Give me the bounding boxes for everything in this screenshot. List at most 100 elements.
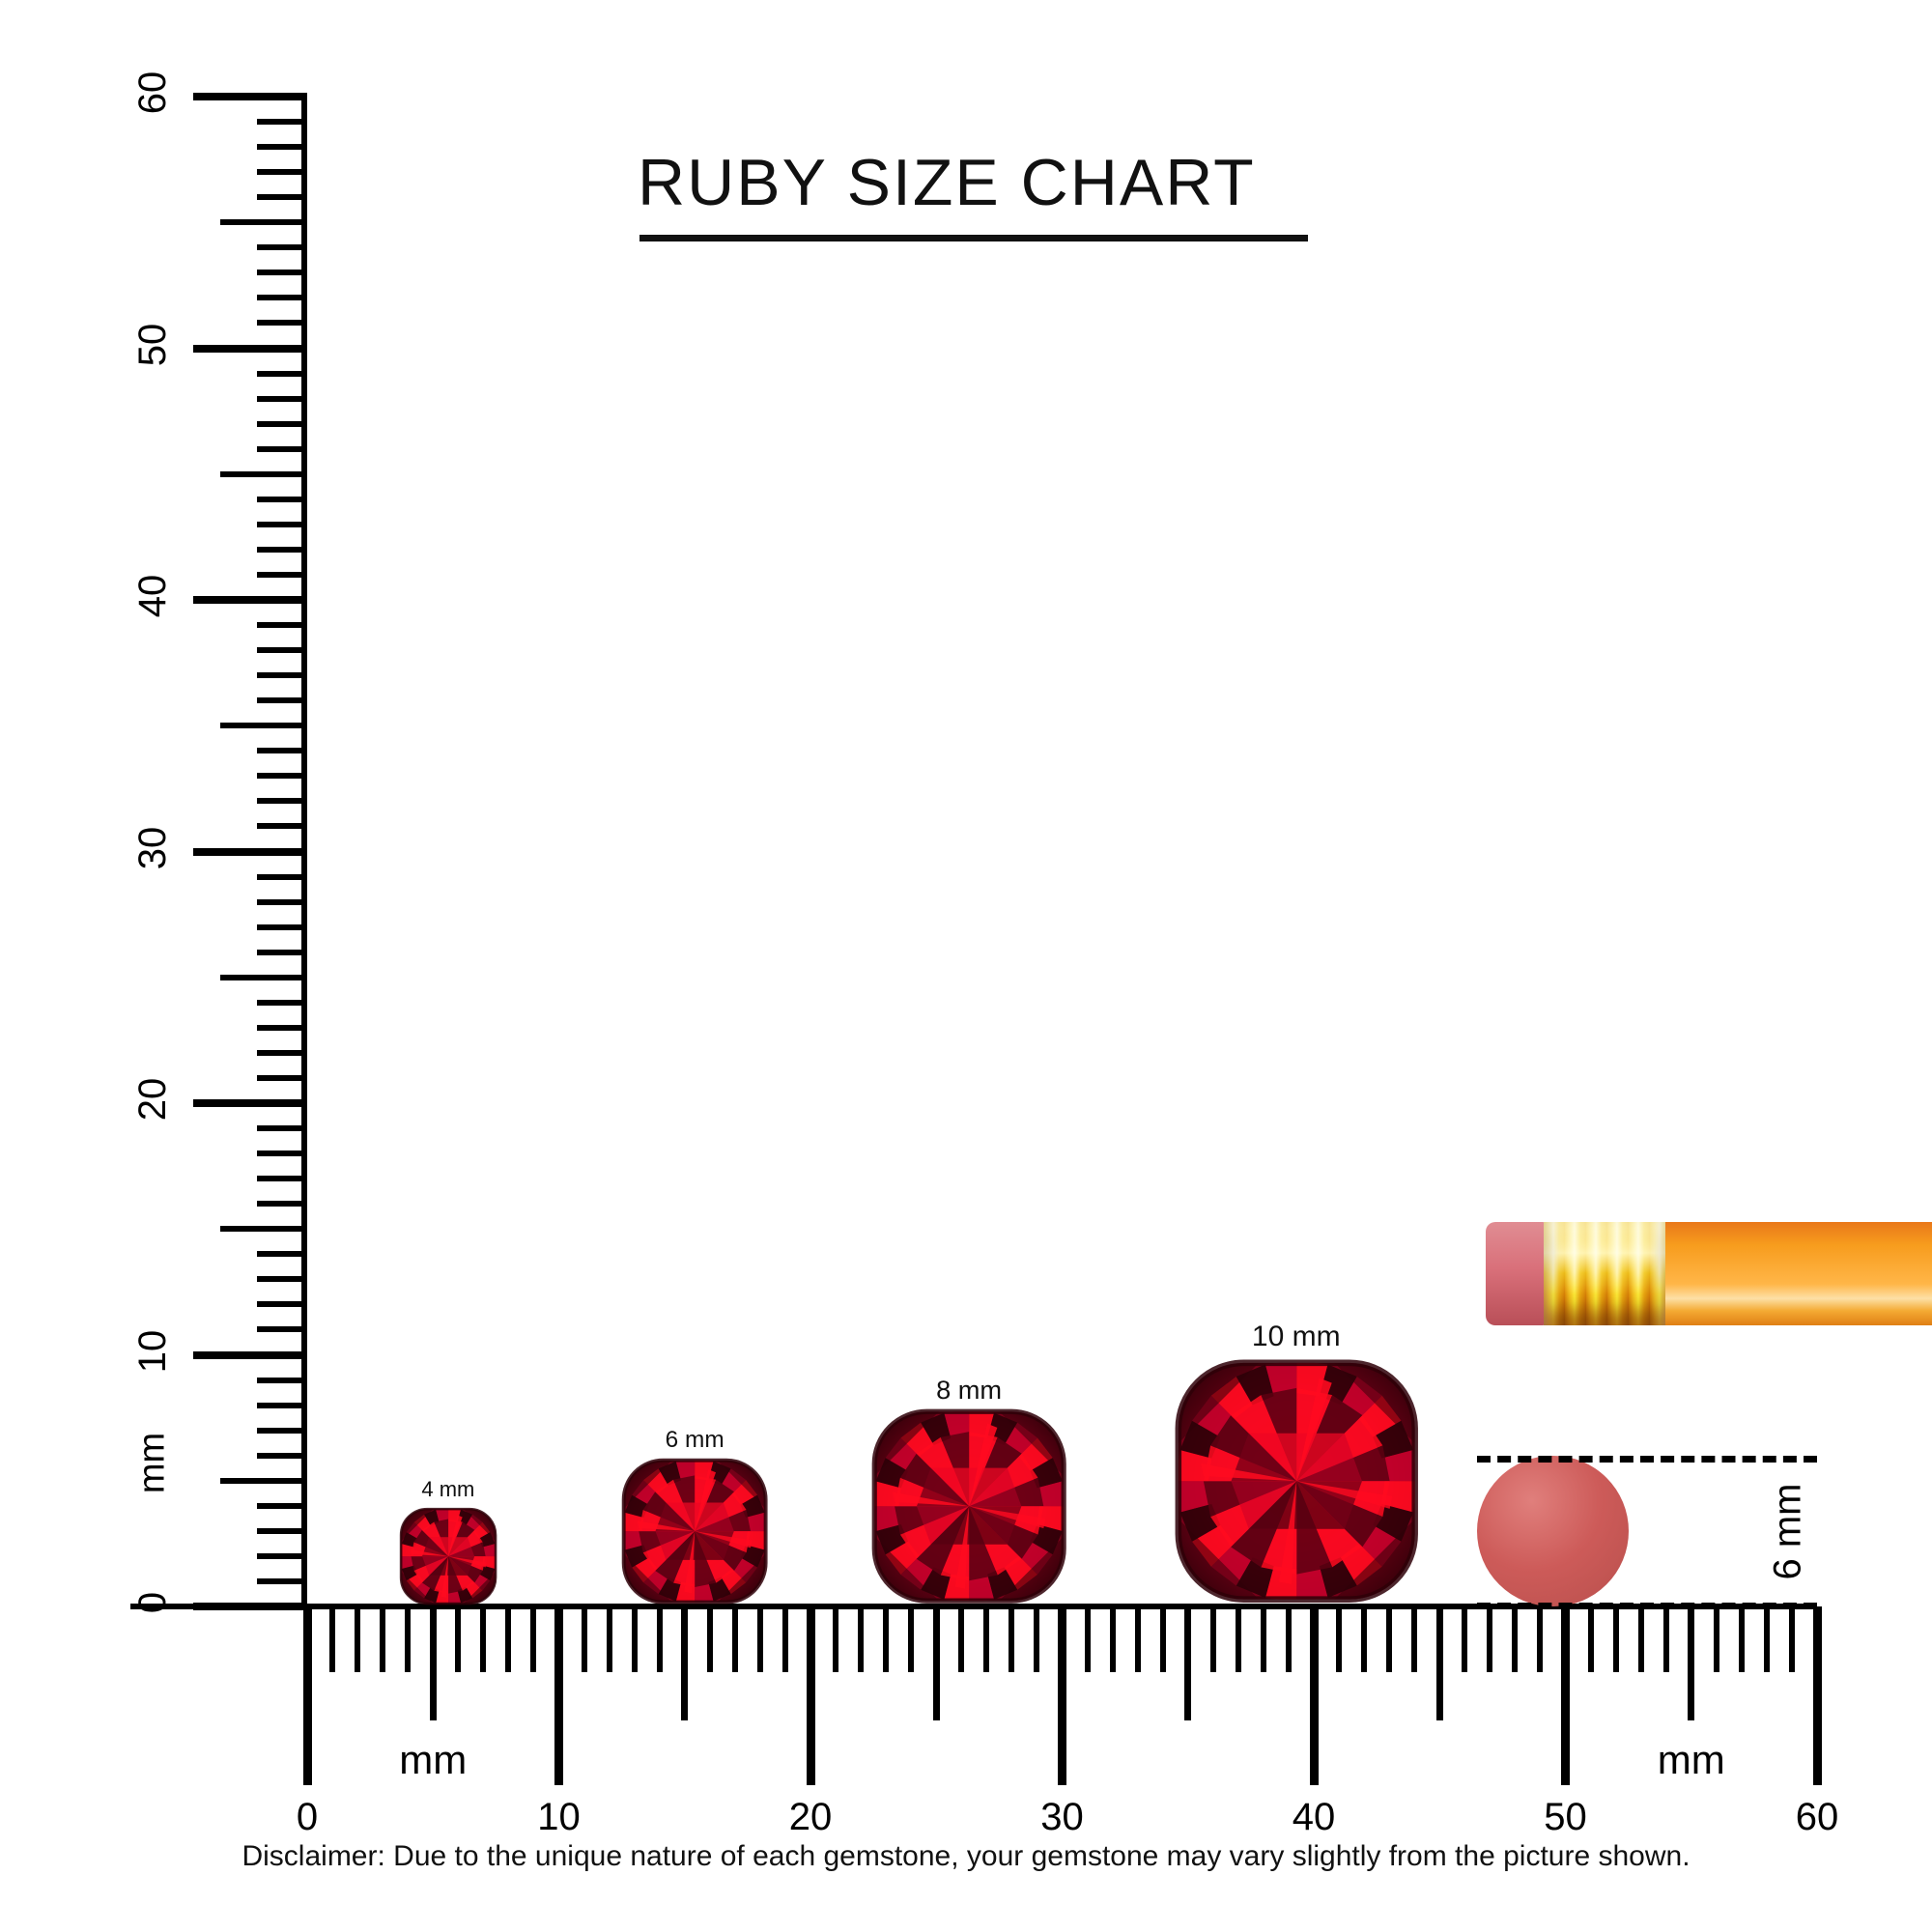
vertical-minor-tick — [257, 320, 307, 327]
gem-size-label: 4 mm — [421, 1476, 475, 1501]
vertical-minor-tick — [257, 420, 307, 427]
vertical-minor-tick — [257, 445, 307, 452]
horizontal-minor-tick — [1386, 1606, 1393, 1672]
vertical-minor-tick — [257, 1427, 307, 1434]
vertical-medium-tick — [220, 219, 307, 226]
horizontal-minor-tick — [631, 1606, 638, 1672]
horizontal-minor-tick — [480, 1606, 487, 1672]
horizontal-minor-tick — [883, 1606, 890, 1672]
gem-size-label: 10 mm — [1251, 1320, 1341, 1352]
horizontal-tick-label: 0 — [296, 1796, 319, 1838]
dimension-label: 6 mm — [1766, 1483, 1809, 1580]
vertical-minor-tick — [257, 194, 307, 201]
vertical-minor-tick — [257, 571, 307, 578]
horizontal-tick-label: 30 — [1040, 1796, 1084, 1838]
gem-size-label: 8 mm — [936, 1375, 1003, 1405]
vertical-minor-tick — [257, 144, 307, 151]
horizontal-minor-tick — [1788, 1606, 1795, 1672]
horizontal-minor-tick — [908, 1606, 915, 1672]
dimension-line-bottom — [1477, 1603, 1817, 1609]
vertical-minor-tick — [257, 1125, 307, 1132]
vertical-medium-tick — [220, 470, 307, 477]
gem-item: 10 mm — [1171, 1321, 1423, 1607]
vertical-minor-tick — [257, 1402, 307, 1408]
title-underline — [639, 235, 1308, 242]
vertical-minor-tick — [257, 1151, 307, 1157]
vertical-minor-tick — [257, 622, 307, 629]
vertical-minor-tick — [257, 244, 307, 251]
horizontal-minor-tick — [1512, 1606, 1519, 1672]
vertical-minor-tick — [257, 295, 307, 301]
vertical-minor-tick — [257, 1326, 307, 1333]
vertical-minor-tick — [257, 119, 307, 126]
ruby-gem-icon — [868, 1406, 1069, 1606]
vertical-minor-tick — [257, 270, 307, 276]
horizontal-major-tick — [1309, 1606, 1319, 1785]
vertical-minor-tick — [257, 1452, 307, 1459]
horizontal-minor-tick — [1738, 1606, 1745, 1672]
horizontal-minor-tick — [380, 1606, 386, 1672]
horizontal-tick-label: 10 — [537, 1796, 581, 1838]
horizontal-tick-label: 20 — [788, 1796, 833, 1838]
vertical-tick-label: 50 — [131, 323, 174, 366]
horizontal-minor-tick — [1462, 1606, 1468, 1672]
vertical-minor-tick — [257, 1301, 307, 1308]
vertical-minor-tick — [257, 999, 307, 1006]
horizontal-axis-unit-label-right: mm — [1657, 1737, 1725, 1782]
horizontal-minor-tick — [1713, 1606, 1719, 1672]
vertical-minor-tick — [257, 748, 307, 754]
horizontal-minor-tick — [656, 1606, 663, 1672]
eraser-dot-reference — [1477, 1455, 1629, 1606]
pencil-body-icon — [1665, 1222, 1932, 1325]
horizontal-minor-tick — [983, 1606, 990, 1672]
horizontal-minor-tick — [1763, 1606, 1770, 1672]
horizontal-tick-label: 60 — [1795, 1796, 1839, 1838]
horizontal-major-tick — [1058, 1606, 1066, 1785]
horizontal-minor-tick — [1411, 1606, 1418, 1672]
horizontal-minor-tick — [1009, 1606, 1015, 1672]
vertical-minor-tick — [257, 647, 307, 654]
pencil-eraser-icon — [1486, 1222, 1546, 1325]
horizontal-medium-tick — [932, 1606, 940, 1720]
horizontal-major-tick — [806, 1606, 815, 1785]
vertical-major-tick — [193, 847, 307, 856]
horizontal-minor-tick — [1209, 1606, 1216, 1672]
horizontal-minor-tick — [756, 1606, 763, 1672]
vertical-minor-tick — [257, 873, 307, 880]
vertical-medium-tick — [220, 974, 307, 980]
vertical-medium-tick — [220, 1477, 307, 1484]
gem-item: 8 mm — [868, 1375, 1069, 1606]
horizontal-major-tick — [554, 1606, 563, 1785]
horizontal-minor-tick — [581, 1606, 587, 1672]
horizontal-minor-tick — [1134, 1606, 1141, 1672]
horizontal-minor-tick — [1662, 1606, 1669, 1672]
vertical-major-tick — [193, 93, 307, 100]
vertical-minor-tick — [257, 823, 307, 830]
horizontal-minor-tick — [1361, 1606, 1368, 1672]
horizontal-minor-tick — [1637, 1606, 1644, 1672]
horizontal-minor-tick — [1109, 1606, 1116, 1672]
vertical-minor-tick — [257, 1024, 307, 1031]
horizontal-minor-tick — [706, 1606, 713, 1672]
vertical-minor-tick — [257, 1251, 307, 1258]
dimension-line-top — [1477, 1455, 1817, 1463]
ruby-gem-icon — [398, 1506, 498, 1606]
horizontal-medium-tick — [429, 1606, 437, 1720]
horizontal-minor-tick — [1084, 1606, 1091, 1672]
vertical-medium-tick — [220, 723, 307, 729]
gem-size-label: 6 mm — [665, 1426, 724, 1453]
vertical-minor-tick — [257, 370, 307, 377]
vertical-minor-tick — [257, 898, 307, 905]
vertical-minor-tick — [257, 1552, 307, 1559]
horizontal-minor-tick — [505, 1606, 512, 1672]
horizontal-medium-tick — [1435, 1606, 1443, 1720]
horizontal-minor-tick — [405, 1606, 412, 1672]
horizontal-major-tick — [1812, 1606, 1822, 1785]
vertical-minor-tick — [257, 672, 307, 679]
horizontal-medium-tick — [1184, 1606, 1192, 1720]
vertical-major-tick — [193, 1099, 307, 1107]
horizontal-minor-tick — [606, 1606, 612, 1672]
horizontal-medium-tick — [1688, 1606, 1695, 1720]
vertical-minor-tick — [257, 923, 307, 930]
